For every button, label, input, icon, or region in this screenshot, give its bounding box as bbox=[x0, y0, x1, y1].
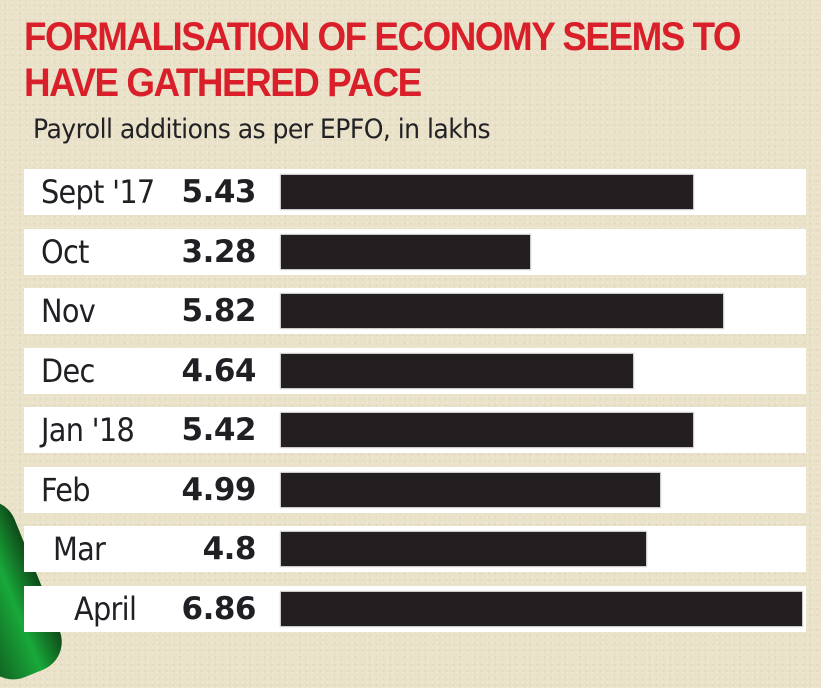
value-label: 3.28 bbox=[181, 234, 257, 270]
category-label: Dec bbox=[41, 352, 95, 390]
category-label: Sept '17 bbox=[41, 173, 155, 211]
bar-row: Oct 3.28 bbox=[24, 229, 806, 275]
bar bbox=[281, 175, 693, 209]
category-label: Oct bbox=[41, 233, 89, 271]
bar-row: April 6.86 bbox=[24, 586, 806, 632]
bar-row: Mar 4.8 bbox=[24, 526, 806, 572]
value-label: 4.99 bbox=[181, 472, 257, 508]
bar bbox=[281, 592, 802, 626]
bar-row: Jan '18 5.42 bbox=[24, 407, 806, 453]
bar-row: Sept '17 5.43 bbox=[24, 169, 806, 215]
bar bbox=[281, 235, 530, 269]
bar bbox=[281, 532, 646, 566]
bar-row: Dec 4.64 bbox=[24, 348, 806, 394]
value-label: 4.64 bbox=[181, 353, 257, 389]
value-label: 5.42 bbox=[181, 412, 257, 448]
bar bbox=[281, 354, 633, 388]
chart-subtitle: Payroll additions as per EPFO, in lakhs bbox=[33, 114, 491, 145]
bar-row: Nov 5.82 bbox=[24, 288, 806, 334]
bar-row: Feb 4.99 bbox=[24, 467, 806, 513]
value-label: 5.43 bbox=[181, 174, 257, 210]
category-label: Feb bbox=[41, 471, 91, 509]
bar-rows: Sept '17 5.43 Oct 3.28 Nov 5.82 Dec 4.64 Jan '18… bbox=[24, 169, 806, 632]
category-label: Nov bbox=[41, 292, 96, 330]
value-label: 5.82 bbox=[181, 293, 257, 329]
category-label: Jan '18 bbox=[41, 411, 135, 449]
category-label: April bbox=[74, 590, 137, 628]
value-label: 6.86 bbox=[181, 591, 257, 627]
chart-title: FORMALISATION OF ECONOMY SEEMS TO HAVE G… bbox=[24, 15, 742, 105]
category-label: Mar bbox=[53, 530, 106, 568]
value-label: 4.8 bbox=[202, 531, 257, 567]
bar bbox=[281, 413, 693, 447]
bar bbox=[281, 294, 723, 328]
bar bbox=[281, 473, 660, 507]
